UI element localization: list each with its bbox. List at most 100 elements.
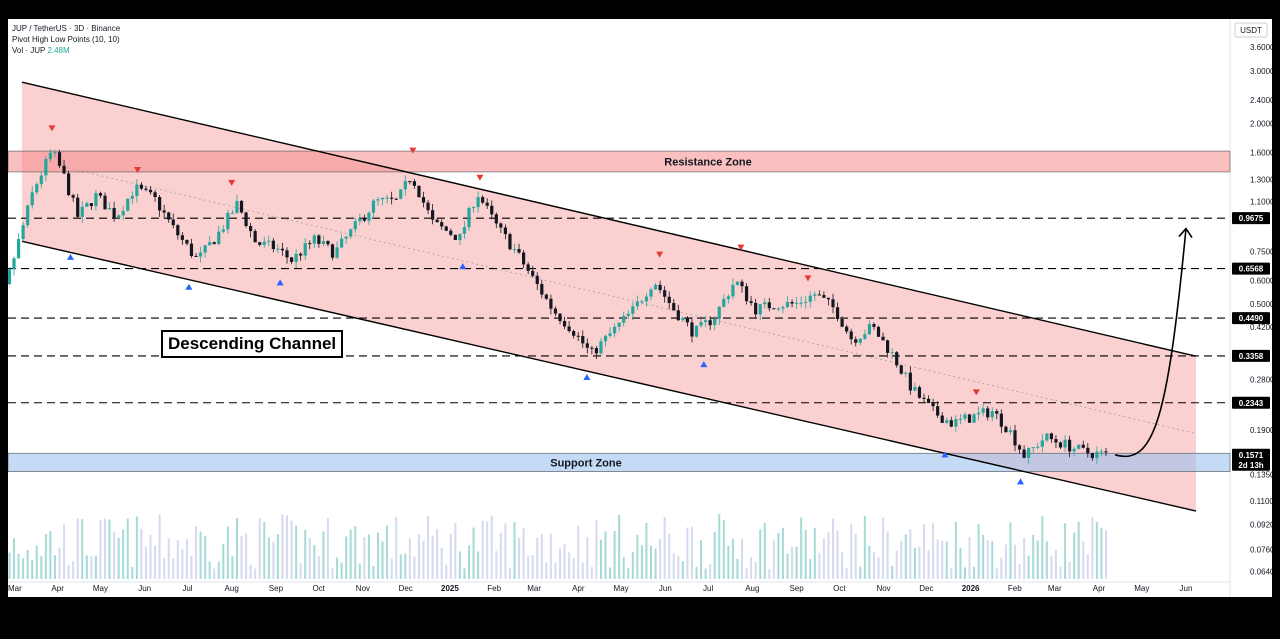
volume-bar xyxy=(1018,563,1021,579)
candle-body xyxy=(203,245,207,253)
volume-bar xyxy=(1100,527,1103,579)
volume-bar xyxy=(772,540,775,579)
candle-body xyxy=(945,420,949,423)
candle-body xyxy=(312,235,316,244)
volume-bar xyxy=(554,562,557,579)
volume-value: 2.48M xyxy=(47,46,70,55)
volume-bar xyxy=(841,552,844,579)
volume-bar xyxy=(636,534,639,579)
volume-bar xyxy=(58,547,61,579)
currency-box xyxy=(1234,22,1268,38)
volume-bar xyxy=(290,520,293,579)
candle-body xyxy=(813,294,817,296)
candle-body xyxy=(831,299,835,308)
volume-info[interactable]: Vol · JUP 2.48M xyxy=(12,46,70,56)
pivot-high-marker xyxy=(409,147,417,154)
volume-bar xyxy=(417,534,420,579)
volume-bar xyxy=(963,567,966,579)
candle-body xyxy=(440,222,444,227)
candle-body xyxy=(244,212,248,226)
volume-bar xyxy=(226,526,229,579)
pivot-high-marker xyxy=(228,179,236,186)
volume-bar xyxy=(99,519,102,579)
volume-bar xyxy=(959,547,962,579)
price-level-badge xyxy=(1232,312,1270,325)
volume-bar xyxy=(1050,555,1053,579)
candle-body xyxy=(995,411,999,414)
volume-bar xyxy=(486,521,489,579)
pivot-high-marker xyxy=(804,275,812,282)
candle-body xyxy=(940,415,944,423)
candle-body xyxy=(804,301,808,303)
volume-bar xyxy=(1014,544,1017,579)
volume-bar xyxy=(973,566,976,579)
candle-body xyxy=(226,212,230,230)
candle-body xyxy=(617,322,621,327)
candle-body xyxy=(1099,451,1104,453)
volume-bar xyxy=(559,548,562,579)
candle-body xyxy=(212,242,216,244)
volume-bar xyxy=(868,545,871,579)
volume-bar xyxy=(977,523,980,579)
candle-body xyxy=(444,226,448,231)
candle-body xyxy=(308,243,312,245)
time-tick-label: May xyxy=(93,584,108,593)
candle-body xyxy=(239,200,244,213)
volume-bar xyxy=(272,541,275,579)
volume-bar xyxy=(154,545,157,579)
volume-bar xyxy=(286,515,289,579)
candle-body xyxy=(144,188,148,190)
candle-body xyxy=(822,295,826,298)
candle-body xyxy=(572,331,576,336)
volume-bar xyxy=(722,520,725,579)
candle-body xyxy=(549,298,553,309)
volume-bar xyxy=(408,538,411,579)
volume-bar xyxy=(1091,517,1094,579)
volume-bar xyxy=(454,523,457,579)
volume-bar xyxy=(1004,544,1007,579)
volume-bar xyxy=(513,522,516,579)
candle-body xyxy=(16,238,21,259)
volume-bar xyxy=(1000,557,1003,579)
candle-body xyxy=(121,210,125,216)
candle-body xyxy=(103,195,107,210)
indicator-info[interactable]: Pivot High Low Points (10, 10) xyxy=(12,35,120,44)
candle-body xyxy=(44,159,48,176)
volume-bar xyxy=(690,526,693,579)
candle-body xyxy=(399,189,403,199)
time-tick-label: Aug xyxy=(745,584,759,593)
volume-bar xyxy=(349,529,352,579)
symbol-info[interactable]: JUP / TetherUS · 3D · Binance xyxy=(12,24,121,33)
time-tick-label: Sep xyxy=(789,584,804,593)
projection-arrow-head xyxy=(1178,227,1193,238)
price-level-badge-text: 0.3358 xyxy=(1239,352,1264,361)
candle-body xyxy=(380,197,385,200)
volume-bar xyxy=(267,537,270,579)
volume-bar xyxy=(176,540,179,579)
candle-body xyxy=(772,308,776,310)
volume-bar xyxy=(131,566,134,579)
volume-bar xyxy=(354,526,357,579)
candle-body xyxy=(990,411,994,418)
volume-bar xyxy=(950,567,953,579)
candle-body xyxy=(667,296,671,304)
volume-bar xyxy=(754,561,757,579)
candle-body xyxy=(1013,430,1017,446)
volume-bar xyxy=(308,538,311,579)
volume-bar xyxy=(627,567,630,579)
volume-bar xyxy=(827,532,830,579)
price-level-badge xyxy=(1232,212,1270,225)
candle-body xyxy=(763,302,767,305)
candle-body xyxy=(881,336,885,341)
volume-bar xyxy=(918,546,921,579)
candle-body xyxy=(194,255,198,257)
volume-bar xyxy=(850,523,853,579)
candle-body xyxy=(167,212,171,220)
candle-body xyxy=(1063,439,1067,448)
volume-bar xyxy=(545,562,548,579)
volume-bar xyxy=(1054,549,1057,579)
candle-body xyxy=(540,283,544,295)
